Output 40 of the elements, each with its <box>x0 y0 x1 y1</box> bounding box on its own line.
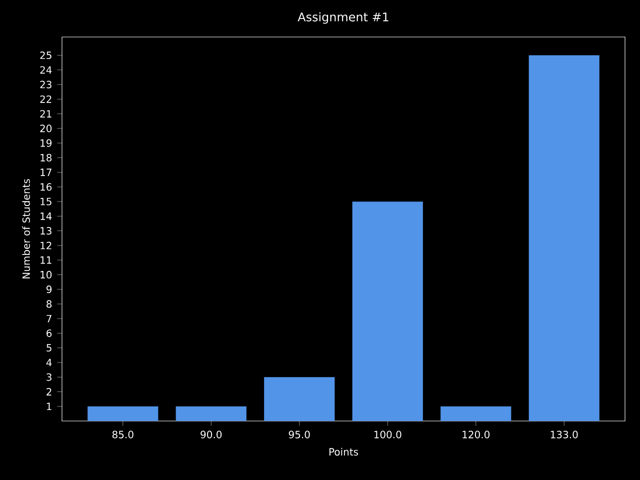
y-tick-label: 4 <box>46 358 52 366</box>
y-tick-label: 21 <box>40 110 52 118</box>
y-tick-label: 14 <box>40 212 52 220</box>
x-tick-label: 133.0 <box>550 430 578 438</box>
y-tick-label: 16 <box>40 183 52 191</box>
bar <box>528 55 600 421</box>
y-tick-label: 13 <box>40 227 52 235</box>
y-tick-label: 15 <box>40 198 52 206</box>
y-tick-label: 9 <box>46 286 52 294</box>
y-tick-label: 22 <box>40 95 52 103</box>
y-tick-label: 10 <box>40 270 52 278</box>
x-tick-label: 120.0 <box>462 430 490 438</box>
x-axis-title: Points <box>329 448 358 456</box>
y-tick-label: 1 <box>46 402 52 410</box>
bar <box>88 406 158 421</box>
x-tick-label: 90.0 <box>200 430 222 438</box>
y-tick-label: 17 <box>40 168 52 176</box>
y-tick-label: 20 <box>40 124 52 132</box>
y-tick-label: 7 <box>46 314 52 322</box>
y-tick-label: 6 <box>46 329 52 337</box>
x-tick-label: 100.0 <box>374 430 402 438</box>
bar <box>352 202 423 421</box>
y-tick-label: 12 <box>40 242 52 250</box>
y-tick-label: 18 <box>40 154 52 162</box>
y-tick-label: 25 <box>40 51 52 60</box>
y-tick-label: 24 <box>40 66 52 74</box>
y-tick-label: 3 <box>46 373 52 381</box>
bar <box>264 377 335 421</box>
y-tick-label: 23 <box>40 80 52 88</box>
y-axis-title: Number of Students <box>22 179 30 278</box>
y-tick-label: 8 <box>46 300 52 308</box>
bar <box>176 406 246 421</box>
y-tick-label: 5 <box>46 344 52 352</box>
chart-title: Assignment #1 <box>298 12 388 24</box>
y-tick-label: 19 <box>40 139 52 147</box>
y-tick-label: 2 <box>46 388 52 396</box>
x-tick-label: 95.0 <box>288 430 310 438</box>
x-tick-label: 85.0 <box>112 430 134 438</box>
bar <box>440 406 512 421</box>
y-tick-label: 11 <box>40 256 52 264</box>
